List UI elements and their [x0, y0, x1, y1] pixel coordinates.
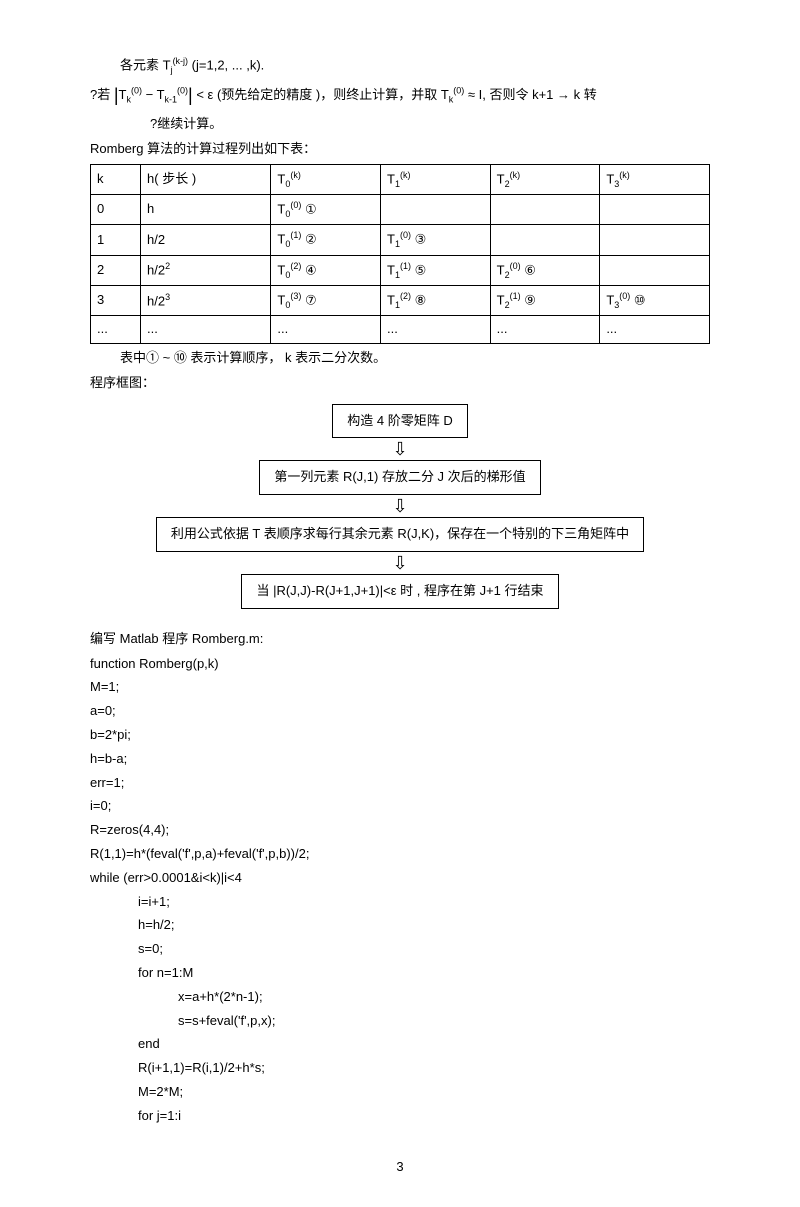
table-cell: T1(2) ⑧	[381, 285, 491, 315]
flow-arrow-icon: ⇩	[392, 497, 407, 515]
table-header-cell: h( 步长 )	[141, 164, 271, 194]
table-cell: T0(0) ①	[271, 195, 381, 225]
table-cell: ...	[141, 316, 271, 344]
table-cell: T0(3) ⑦	[271, 285, 381, 315]
table-row: 0hT0(0) ①	[91, 195, 710, 225]
table-cell: ...	[91, 316, 141, 344]
code-title: 编写 Matlab 程序 Romberg.m:	[90, 629, 710, 650]
code-line: err=1;	[90, 773, 710, 794]
table-row: 2h/22T0(2) ④T1(1) ⑤T2(0) ⑥	[91, 255, 710, 285]
table-cell: T3(0) ⑩	[600, 285, 710, 315]
intro-line2: ?若 |Tk(0) − Tk-1(0)| < ε (预先给定的精度 )，则终止计…	[90, 81, 710, 110]
flow-box-1: 构造 4 阶零矩阵 D	[332, 404, 467, 439]
table-row: ..................	[91, 316, 710, 344]
code-line: h=h/2;	[90, 915, 710, 936]
code-line: x=a+h*(2*n-1);	[90, 987, 710, 1008]
flow-arrow-icon: ⇩	[392, 554, 407, 572]
table-cell	[490, 195, 600, 225]
code-line: R=zeros(4,4);	[90, 820, 710, 841]
code-block: function Romberg(p,k)M=1; a=0; b=2*pi; h=b-…	[90, 654, 710, 1127]
code-line: for j=1:i	[90, 1106, 710, 1127]
table-cell: h	[141, 195, 271, 225]
table-cell: T1(0) ③	[381, 225, 491, 255]
table-cell: T0(1) ②	[271, 225, 381, 255]
code-line: for n=1:M	[90, 963, 710, 984]
code-line: R(i+1,1)=R(i,1)/2+h*s;	[90, 1058, 710, 1079]
code-line: M=2*M;	[90, 1082, 710, 1103]
romberg-table: kh( 步长 )T0(k)T1(k)T2(k)T3(k) 0hT0(0) ①1h…	[90, 164, 710, 344]
code-line: s=s+feval('f',p,x);	[90, 1011, 710, 1032]
table-cell	[600, 195, 710, 225]
table-cell	[490, 225, 600, 255]
table-cell: T2(0) ⑥	[490, 255, 600, 285]
code-line: h=b-a;	[90, 749, 710, 770]
code-line: a=0;	[90, 701, 710, 722]
code-line: R(1,1)=h*(feval('f',p,a)+feval('f',p,b))…	[90, 844, 710, 865]
table-cell	[600, 225, 710, 255]
table-cell: ...	[271, 316, 381, 344]
table-cell: T1(1) ⑤	[381, 255, 491, 285]
table-cell: 1	[91, 225, 141, 255]
flow-arrow-icon: ⇩	[392, 440, 407, 458]
intro-line1: 各元素 Tj(k-j) (j=1,2, ... ,k).	[90, 54, 710, 77]
code-line: M=1;	[90, 677, 710, 698]
table-header-row: kh( 步长 )T0(k)T1(k)T2(k)T3(k)	[91, 164, 710, 194]
prog-title: 程序框图：	[90, 373, 710, 394]
table-cell: h/22	[141, 255, 271, 285]
code-line: b=2*pi;	[90, 725, 710, 746]
code-line: i=i+1;	[90, 892, 710, 913]
table-header-cell: k	[91, 164, 141, 194]
table-header-cell: T1(k)	[381, 164, 491, 194]
table-cell: 0	[91, 195, 141, 225]
table-header-cell: T2(k)	[490, 164, 600, 194]
table-cell: T0(2) ④	[271, 255, 381, 285]
table-cell: 2	[91, 255, 141, 285]
table-cell: ...	[600, 316, 710, 344]
page-number: 3	[90, 1157, 710, 1178]
table-header-cell: T0(k)	[271, 164, 381, 194]
table-note: 表中① ~ ⑩ 表示计算顺序， k 表示二分次数。	[90, 348, 710, 369]
table-row: 1h/2T0(1) ②T1(0) ③	[91, 225, 710, 255]
table-cell: ...	[381, 316, 491, 344]
code-line: end	[90, 1034, 710, 1055]
table-cell: h/23	[141, 285, 271, 315]
code-line: i=0;	[90, 796, 710, 817]
table-header-cell: T3(k)	[600, 164, 710, 194]
intro-line3: ?继续计算。	[90, 114, 710, 135]
flow-box-2: 第一列元素 R(J,1) 存放二分 J 次后的梯形值	[259, 460, 540, 495]
flow-box-3: 利用公式依据 T 表顺序求每行其余元素 R(J,K)，保存在一个特别的下三角矩阵…	[156, 517, 644, 552]
flowchart: 构造 4 阶零矩阵 D ⇩ 第一列元素 R(J,1) 存放二分 J 次后的梯形值…	[90, 404, 710, 609]
table-cell	[600, 255, 710, 285]
table-cell: 3	[91, 285, 141, 315]
intro-line4: Romberg 算法的计算过程列出如下表：	[90, 139, 710, 160]
code-line: while (err>0.0001&i<k)|i<4	[90, 868, 710, 889]
table-cell: ...	[490, 316, 600, 344]
table-cell: h/2	[141, 225, 271, 255]
table-cell: T2(1) ⑨	[490, 285, 600, 315]
table-row: 3h/23T0(3) ⑦T1(2) ⑧T2(1) ⑨T3(0) ⑩	[91, 285, 710, 315]
table-cell	[381, 195, 491, 225]
flow-box-4: 当 |R(J,J)-R(J+1,J+1)|<ε 时 , 程序在第 J+1 行结束	[241, 574, 558, 609]
code-line: function Romberg(p,k)	[90, 654, 710, 675]
code-line: s=0;	[90, 939, 710, 960]
